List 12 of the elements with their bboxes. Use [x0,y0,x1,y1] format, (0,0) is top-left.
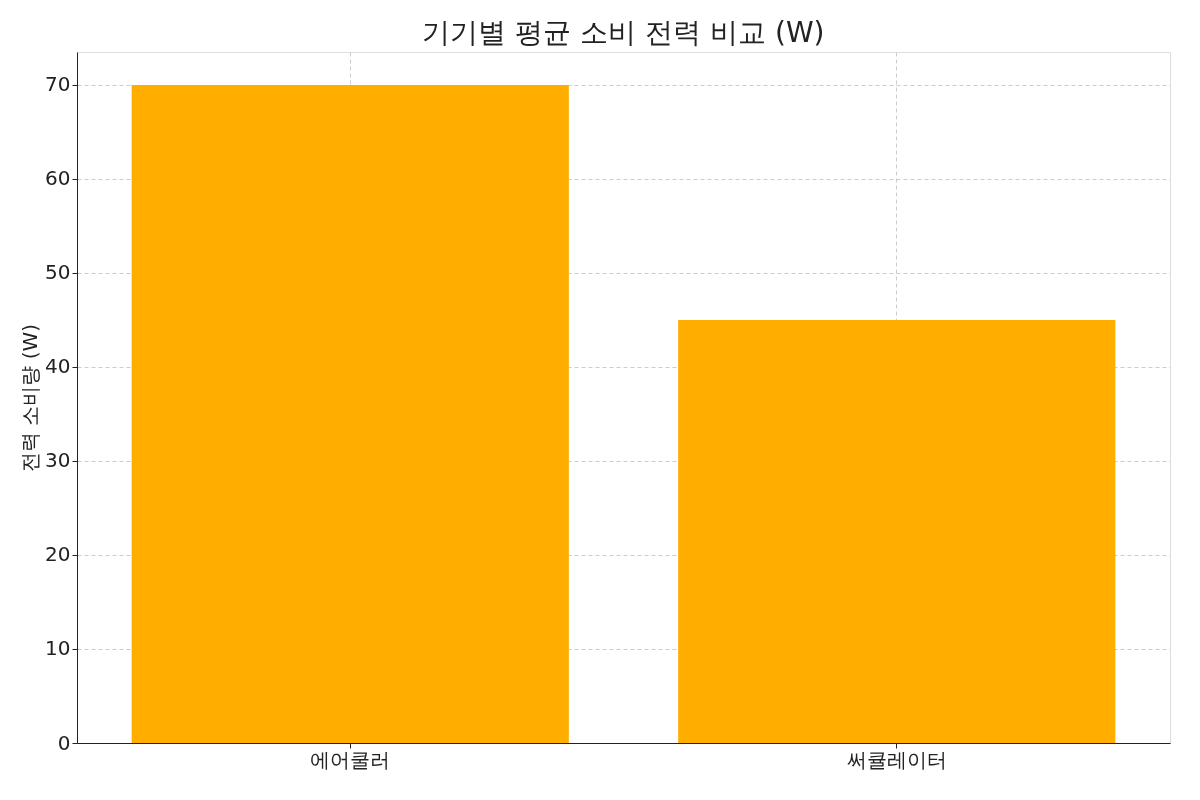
y-axis-title: 전력 소비량 (W) [18,323,43,473]
x-tick-label: 에어쿨러 [310,747,391,772]
y-tick-label: 70 [45,72,71,97]
y-tick-label: 10 [45,636,71,661]
y-tick-label: 20 [45,542,71,567]
x-tick-label: 써큘레이터 [846,747,947,772]
y-tick-label: 50 [45,260,71,285]
y-tick-label: 30 [45,448,71,473]
y-tick-label: 40 [45,354,71,379]
y-tick-label: 0 [57,730,71,755]
y-tick-label: 60 [45,166,71,191]
chart-title: 기기별 평균 소비 전력 비교 (W) [422,16,825,49]
